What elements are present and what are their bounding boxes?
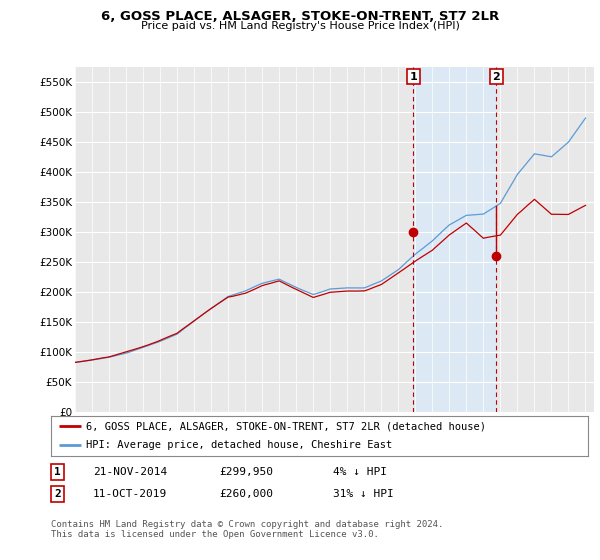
Text: 2: 2: [54, 489, 61, 499]
Text: 11-OCT-2019: 11-OCT-2019: [93, 489, 167, 499]
Text: 6, GOSS PLACE, ALSAGER, STOKE-ON-TRENT, ST7 2LR (detached house): 6, GOSS PLACE, ALSAGER, STOKE-ON-TRENT, …: [86, 421, 486, 431]
Text: £299,950: £299,950: [219, 467, 273, 477]
Text: 4% ↓ HPI: 4% ↓ HPI: [333, 467, 387, 477]
Text: 31% ↓ HPI: 31% ↓ HPI: [333, 489, 394, 499]
Bar: [413, 67, 496, 412]
Text: Price paid vs. HM Land Registry's House Price Index (HPI): Price paid vs. HM Land Registry's House …: [140, 21, 460, 31]
Text: £260,000: £260,000: [219, 489, 273, 499]
Text: HPI: Average price, detached house, Cheshire East: HPI: Average price, detached house, Ches…: [86, 440, 392, 450]
Text: Contains HM Land Registry data © Crown copyright and database right 2024.
This d: Contains HM Land Registry data © Crown c…: [51, 520, 443, 539]
Text: 6, GOSS PLACE, ALSAGER, STOKE-ON-TRENT, ST7 2LR: 6, GOSS PLACE, ALSAGER, STOKE-ON-TRENT, …: [101, 10, 499, 23]
Text: 21-NOV-2014: 21-NOV-2014: [93, 467, 167, 477]
Text: 2: 2: [493, 72, 500, 82]
Text: 1: 1: [410, 72, 418, 82]
Text: 1: 1: [54, 467, 61, 477]
